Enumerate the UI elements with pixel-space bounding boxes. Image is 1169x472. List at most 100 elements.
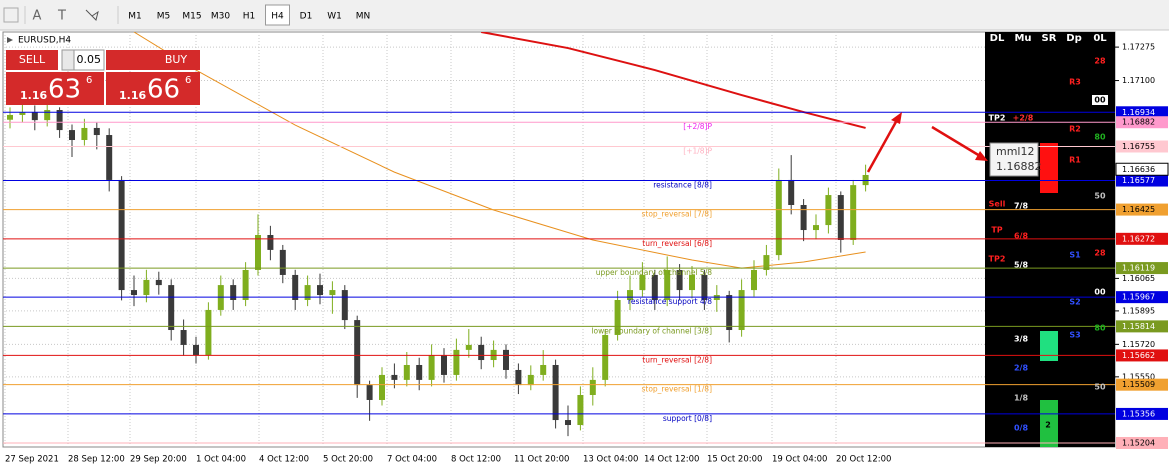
candle-body [106,135,113,180]
price-label-box [1116,203,1168,216]
candle-body [763,255,770,270]
x-tick-label: 8 Oct 12:00 [451,455,501,465]
timeframe-button[interactable]: H1 [243,12,256,22]
candle-body [664,269,671,301]
active-timeframe [265,4,290,26]
candle-body [69,130,75,141]
candle-body [738,290,745,331]
moving-average [133,32,866,269]
buy-label[interactable]: BUY [165,53,188,66]
candle-body [193,344,199,356]
sell-label[interactable]: SELL [19,53,46,66]
candle-body [155,279,162,286]
bid-big: 1.16 [20,89,47,102]
x-tick-label: 1 Oct 04:00 [196,455,246,465]
y-tick-label: 1.15550 [1122,372,1155,381]
candle-body [540,364,547,375]
level-label: turn_reversal [6/8] [642,239,712,248]
panel-label: 2 [1045,421,1051,430]
price-label: 1.16755 [1122,142,1155,151]
ask-point: 6 [185,75,191,86]
candle-body [7,114,13,120]
y-tick-label: 1.17275 [1122,43,1155,52]
lot-dropdown[interactable] [61,49,75,71]
ask-box[interactable] [106,72,200,105]
timeframe-button[interactable]: D1 [300,12,313,22]
x-tick-label: 14 Oct 12:00 [644,455,699,465]
timeframe-button[interactable]: MN [356,12,371,22]
panel-header: Mu [1014,33,1031,44]
candle-body [527,374,534,386]
panel-label: 00 [1094,96,1106,105]
panel-label: 5/8 [1014,261,1028,270]
candle-body [19,112,26,115]
timeframe-button[interactable]: W1 [327,12,342,22]
panel-header: DL [990,33,1005,44]
tooltip [989,142,1039,177]
candle-body [317,285,323,296]
arrow [931,125,981,158]
candle-body [205,309,212,356]
panel-label: 50 [1094,192,1106,201]
candle-body [255,235,261,270]
panel-label: 00 [1094,288,1106,297]
tool-button[interactable]: A [33,9,42,24]
timeframe-button[interactable]: H4 [271,12,284,22]
candle-body [602,334,609,380]
level-label: support [0/8] [663,414,712,423]
timeframe-button[interactable]: M1 [128,12,142,22]
candle-body [837,195,844,240]
price-label: 1.15662 [1122,351,1155,360]
candle-body [639,274,646,291]
toolbar-icon[interactable] [3,7,19,23]
candle-body [118,179,125,291]
panel-label: 0/8 [1014,424,1028,433]
candle-body [81,127,88,141]
candle-body [565,420,571,426]
candle-body [292,274,299,301]
candle-body [56,109,63,131]
panel-label: 28 [1094,249,1106,258]
candle-body [515,369,522,386]
sell-button[interactable] [6,50,58,70]
panel-label: 50 [1094,383,1106,392]
tool-button[interactable]: T [57,9,66,24]
price-label-box [1116,106,1168,119]
x-tick-label: 7 Oct 04:00 [387,455,437,465]
price-label: 1.15967 [1122,293,1155,302]
timeframe-button[interactable]: M15 [182,12,201,22]
candle-body [689,274,695,291]
candle-body [552,364,559,421]
candle-body [168,285,175,331]
price-label: 1.16577 [1122,176,1155,185]
price-label-box [1116,174,1168,187]
level-label: [+1/8]P [683,147,712,156]
buy-button[interactable] [106,50,200,70]
candle-body [577,395,584,426]
price-label: 1.16882 [1122,118,1155,127]
x-tick-label: 19 Oct 04:00 [772,455,827,465]
panel-label: 3/8 [1014,335,1028,344]
candle-body [354,320,361,386]
lot-value[interactable]: 0.05 [77,53,102,66]
price-label: 1.15204 [1122,438,1155,447]
candle-body [44,109,51,121]
arrow-head [891,112,902,124]
x-tick-label: 28 Sep 12:00 [68,455,125,465]
ask-pips: 66 [147,75,180,105]
panel-label: +2/8 [1013,114,1034,123]
timeframe-button[interactable]: M5 [157,12,171,22]
level-label: resistance [8/8] [653,181,712,190]
candle-body [441,355,447,375]
panel-block [1040,331,1058,361]
toolbar-icon[interactable] [85,9,99,21]
candle-body [416,364,423,380]
candle-body [726,295,733,331]
level-label: [+2/8]P [683,122,712,131]
candle-body [267,235,274,250]
timeframe-button[interactable]: M30 [211,12,230,22]
y-tick-label: 1.15720 [1122,340,1155,349]
bid-box[interactable] [6,72,104,105]
panel-header: SR [1042,33,1057,44]
candle-body [391,374,398,380]
